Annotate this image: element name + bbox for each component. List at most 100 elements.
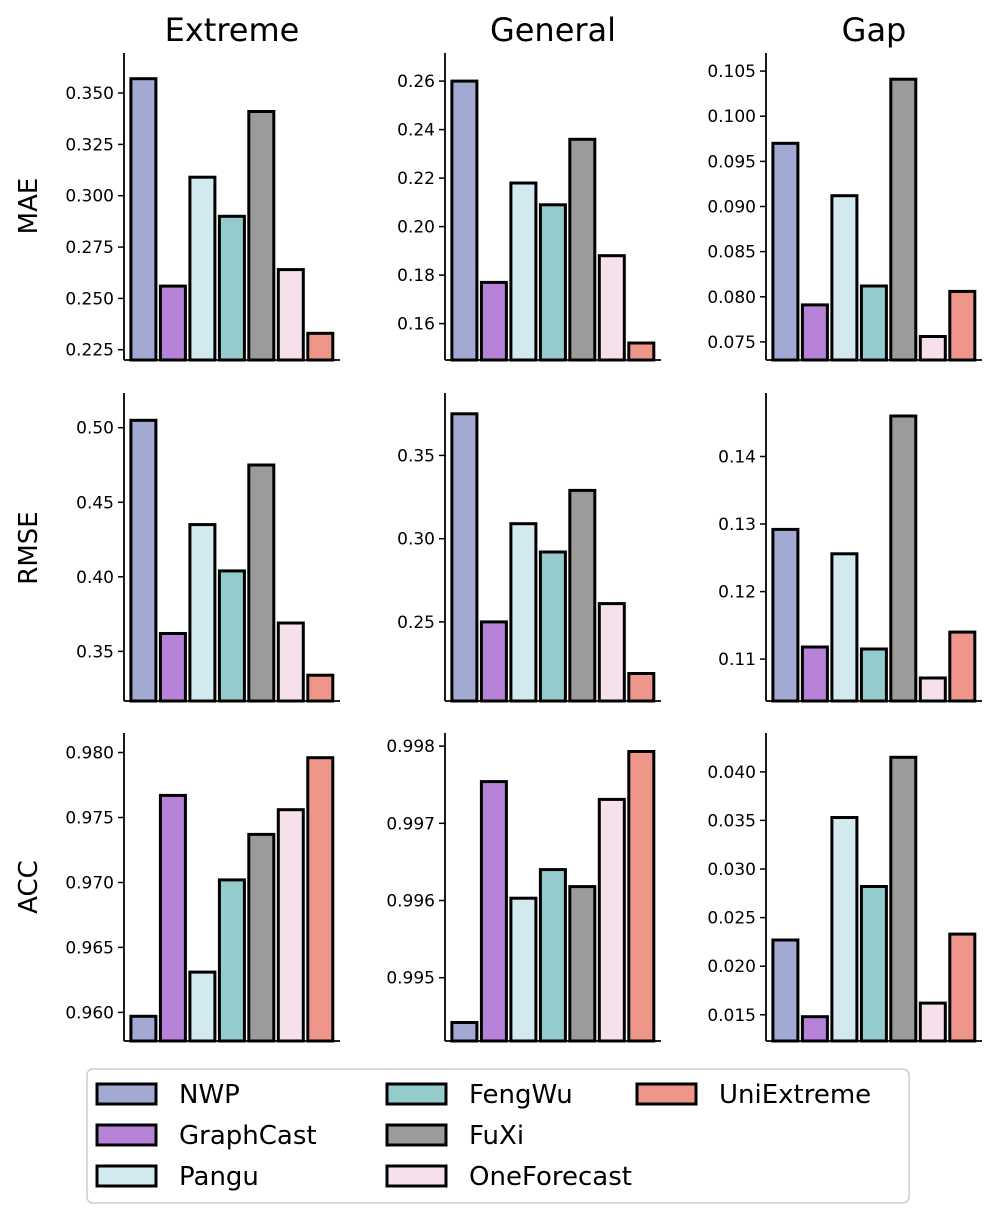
bar-oneforecast	[597, 797, 626, 1043]
y-tick-label: 0.995	[386, 969, 435, 989]
legend-label: FengWu	[469, 1080, 573, 1110]
legend-label: NWP	[179, 1080, 240, 1110]
legend-swatch	[95, 1082, 158, 1106]
y-tick-label: 0.075	[707, 333, 756, 353]
bar-oneforecast	[276, 621, 305, 703]
legend: NWP GraphCast Pangu FengWu FuXi OneForecast Un…	[86, 1068, 910, 1204]
bar-nwp	[771, 938, 800, 1043]
legend-item-oneforecast: OneForecast	[385, 1162, 632, 1192]
bar-fengwu	[538, 868, 567, 1043]
row-label-rmse: RMSE	[14, 511, 44, 584]
legend-swatch	[385, 1164, 448, 1188]
bar-fuxi	[247, 463, 276, 703]
panel-acc-extreme: 0.960 0.965 0.970 0.975 0.980	[65, 733, 340, 1043]
bar-oneforecast	[276, 808, 305, 1043]
legend-item-pangu: Pangu	[95, 1162, 259, 1192]
legend-label: UniExtreme	[719, 1080, 871, 1110]
legend-label: Pangu	[179, 1162, 259, 1192]
bar-fengwu	[538, 203, 567, 362]
bar-graphcast	[479, 620, 508, 703]
legend-swatch	[95, 1123, 158, 1147]
column-title-extreme: Extreme	[165, 11, 300, 49]
bar-fuxi	[247, 110, 276, 362]
bar-nwp	[450, 412, 479, 703]
bar-nwp	[450, 1021, 479, 1043]
legend-frame	[86, 1068, 910, 1204]
y-tick-label: 0.250	[65, 289, 114, 309]
legend-swatch	[95, 1164, 158, 1188]
bar-fuxi	[247, 832, 276, 1043]
bar-graphcast	[800, 1015, 829, 1043]
bar-pangu	[188, 970, 217, 1043]
bar-uniextreme	[306, 756, 335, 1043]
panel-acc-gap: 0.015 0.020 0.025 0.030 0.035 0.040	[707, 733, 982, 1043]
bar-uniextreme	[948, 932, 977, 1043]
bar-fengwu	[217, 569, 246, 703]
legend-item-uniextreme: UniExtreme	[635, 1080, 871, 1110]
y-tick-label: 0.030	[707, 860, 756, 880]
y-tick-label: 0.13	[718, 515, 756, 535]
legend-item-fengwu: FengWu	[385, 1080, 573, 1110]
bar-uniextreme	[627, 750, 656, 1043]
bar-fuxi	[889, 77, 918, 362]
bar-fuxi	[568, 488, 597, 703]
y-tick-label: 0.040	[707, 763, 756, 783]
panel-rmse-gap: 0.11 0.12 0.13 0.14	[718, 393, 982, 703]
bar-pangu	[509, 181, 538, 362]
bar-uniextreme	[306, 673, 335, 703]
bar-pangu	[188, 523, 217, 703]
y-tick-label: 0.35	[397, 446, 435, 466]
y-tick-label: 0.975	[65, 809, 114, 829]
y-tick-label: 0.095	[707, 152, 756, 172]
bar-oneforecast	[918, 1001, 947, 1043]
y-tick-label: 0.085	[707, 243, 756, 263]
bar-pangu	[188, 175, 217, 362]
column-title-general: General	[490, 11, 616, 49]
panel-rmse-general: 0.25 0.30 0.35	[397, 393, 661, 703]
bar-fengwu	[859, 284, 888, 362]
bar-nwp	[771, 527, 800, 703]
bar-graphcast	[800, 303, 829, 362]
bar-fengwu	[217, 878, 246, 1043]
legend-swatch	[635, 1082, 698, 1106]
bar-pangu	[509, 522, 538, 703]
y-tick-label: 0.11	[718, 650, 756, 670]
y-tick-label: 0.12	[718, 583, 756, 603]
bar-oneforecast	[918, 676, 947, 703]
y-tick-label: 0.24	[397, 121, 435, 141]
bar-pangu	[830, 194, 859, 362]
bar-fuxi	[889, 414, 918, 703]
bar-uniextreme	[306, 331, 335, 362]
legend-swatch	[385, 1123, 448, 1147]
panel-mae-general: 0.16 0.18 0.20 0.22 0.24 0.26	[397, 53, 661, 362]
y-tick-label: 0.350	[65, 84, 114, 104]
chart-grid: 0.2250.2500.2750.3000.3250.3500.160.180.…	[65, 53, 982, 1043]
y-tick-label: 0.015	[707, 1006, 756, 1026]
y-tick-label: 0.45	[76, 493, 114, 513]
y-tick-label: 0.996	[386, 892, 435, 912]
bar-pangu	[509, 896, 538, 1043]
bar-oneforecast	[597, 602, 626, 703]
bar-fengwu	[859, 885, 888, 1043]
legend-label: FuXi	[469, 1121, 524, 1151]
y-tick-label: 0.997	[386, 814, 435, 834]
y-tick-label: 0.14	[718, 448, 756, 468]
y-tick-label: 0.965	[65, 938, 114, 958]
y-tick-label: 0.225	[65, 341, 114, 361]
bar-oneforecast	[597, 254, 626, 362]
y-tick-label: 0.22	[397, 169, 435, 189]
legend-label: OneForecast	[469, 1162, 632, 1192]
bar-nwp	[450, 79, 479, 362]
y-tick-label: 0.980	[65, 744, 114, 764]
y-tick-label: 0.080	[707, 288, 756, 308]
bar-nwp	[129, 77, 158, 362]
y-tick-label: 0.300	[65, 187, 114, 207]
bar-fengwu	[538, 550, 567, 703]
bar-pangu	[830, 816, 859, 1043]
y-tick-label: 0.325	[65, 135, 114, 155]
bar-graphcast	[479, 280, 508, 362]
legend-swatch	[385, 1082, 448, 1106]
row-label-acc: ACC	[14, 860, 44, 914]
y-tick-label: 0.998	[386, 737, 435, 757]
